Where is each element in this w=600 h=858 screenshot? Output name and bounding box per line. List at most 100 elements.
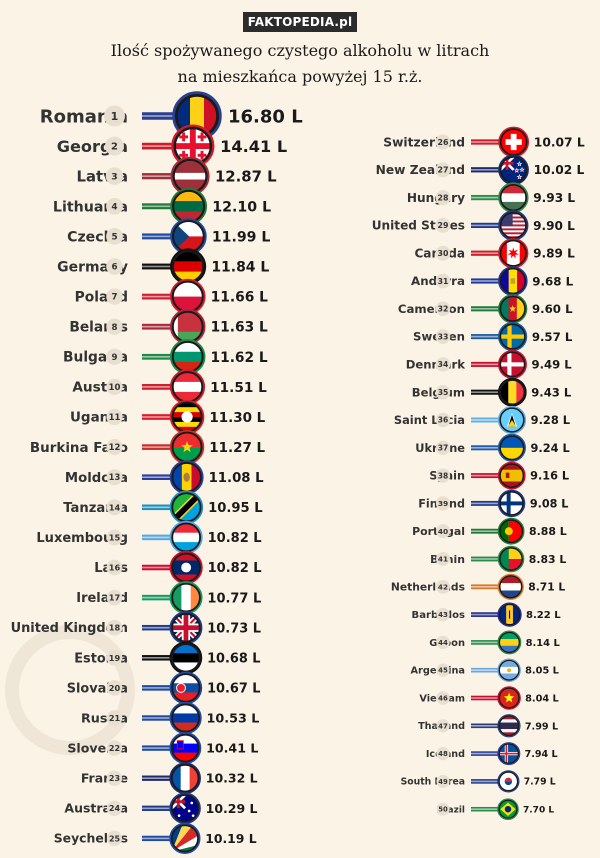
- rank-number: 13: [109, 472, 121, 482]
- rank-number: 31: [438, 277, 449, 286]
- rank-number: 8: [111, 323, 117, 333]
- iceland-flag-icon: [499, 743, 519, 764]
- value-label: 8.14 L: [526, 638, 561, 649]
- country-row: Hungary289.93 L: [407, 182, 575, 213]
- rank-number: 36: [438, 416, 449, 425]
- bar-highlight: [471, 308, 501, 310]
- flag-ring: [498, 687, 520, 709]
- country-row: Sweden339.57 L: [413, 322, 573, 352]
- rank-number: 18: [109, 623, 121, 633]
- background-decoration: [5, 625, 135, 755]
- rank-badge: [435, 245, 451, 261]
- bar-highlight: [471, 141, 501, 143]
- bar-highlight: [142, 265, 173, 268]
- value-label: 12.10 L: [212, 199, 271, 215]
- bar-highlight: [142, 325, 173, 328]
- bar-highlight: [142, 476, 173, 478]
- rank-badge: [106, 649, 123, 666]
- bar-highlight: [471, 252, 501, 254]
- rank-number: 28: [438, 193, 449, 202]
- rank-number: 6: [111, 263, 117, 273]
- flag-ring: [498, 603, 521, 626]
- flag-ring: [498, 715, 520, 737]
- value-label: 10.82 L: [208, 531, 262, 546]
- flag-ring: [170, 733, 200, 763]
- rank-number: 48: [438, 750, 448, 758]
- rank-badge: [435, 357, 451, 372]
- country-row: Iceland487.94 L: [426, 742, 558, 766]
- rank-badge: [436, 802, 450, 816]
- rank-number: 30: [438, 249, 449, 258]
- rank-badge: [106, 469, 123, 486]
- rank-badge: [435, 273, 451, 289]
- value-label: 9.43 L: [531, 385, 572, 399]
- rank-number: 49: [438, 778, 448, 786]
- value-label: 8.05 L: [525, 666, 559, 677]
- value-label: 11.51 L: [210, 380, 267, 396]
- country-label: United States: [372, 219, 465, 233]
- rank-number: 33: [438, 332, 449, 341]
- flag-outer-ring: [497, 377, 527, 407]
- value-label: 8.88 L: [529, 525, 567, 538]
- rank-number: 50: [438, 806, 448, 814]
- rank-badge: [106, 439, 123, 456]
- vietnam-flag-icon: [499, 688, 519, 708]
- hungary-flag-icon: [500, 184, 527, 211]
- poland-flag-icon: [172, 281, 203, 312]
- rank-number: 3: [111, 172, 117, 183]
- gabon-flag-icon: [499, 632, 520, 653]
- rank-badge: [106, 258, 123, 275]
- value-label: 10.02 L: [534, 163, 585, 177]
- bar-highlight: [471, 669, 500, 671]
- flag-ring: [499, 435, 525, 461]
- value-label: 10.07 L: [534, 135, 585, 149]
- rank-badge: [436, 663, 450, 677]
- france-flag-icon: [171, 764, 199, 792]
- bar-highlight: [142, 115, 176, 117]
- bar-highlight: [142, 506, 173, 509]
- flag-ring: [170, 793, 200, 823]
- value-label: 7.94 L: [525, 749, 558, 760]
- rank-number: 40: [438, 527, 448, 536]
- flag-ring: [498, 519, 524, 544]
- rank-number: 26: [437, 138, 449, 147]
- value-label: 11.84 L: [211, 260, 269, 276]
- flag-ring: [499, 379, 526, 406]
- value-label: 10.68 L: [207, 651, 260, 666]
- rank-number: 47: [438, 722, 448, 730]
- slovenia-flag-icon: [171, 734, 199, 762]
- rank-number: 27: [438, 166, 449, 175]
- rank-number: 12: [109, 442, 121, 452]
- rank-badge: [106, 800, 123, 816]
- rank-badge: [106, 529, 123, 546]
- rank-badge: [436, 635, 450, 650]
- flag-outer-ring: [497, 573, 524, 600]
- burkina-faso-flag-icon: [172, 432, 202, 462]
- rank-badge: [435, 134, 451, 150]
- slovakia-flag-icon: [171, 674, 200, 702]
- rank-badge: [435, 524, 451, 539]
- ukraine-flag-icon: [500, 435, 524, 460]
- bar-highlight: [471, 613, 500, 616]
- rank-badge: [435, 496, 451, 511]
- flag-outer-ring: [497, 630, 522, 655]
- flag-ring: [499, 295, 527, 323]
- value-label: 14.41 L: [220, 137, 287, 156]
- rank-badge: [106, 228, 123, 245]
- bar-highlight: [471, 641, 500, 644]
- estonia-flag-icon: [171, 643, 200, 672]
- flag-ring: [170, 703, 201, 733]
- bar-highlight: [142, 416, 173, 418]
- bar-highlight: [142, 356, 173, 358]
- flag-outer-ring: [497, 405, 527, 435]
- flag-ring: [498, 631, 521, 654]
- bar-highlight: [142, 807, 172, 810]
- rank-number: 14: [109, 502, 121, 512]
